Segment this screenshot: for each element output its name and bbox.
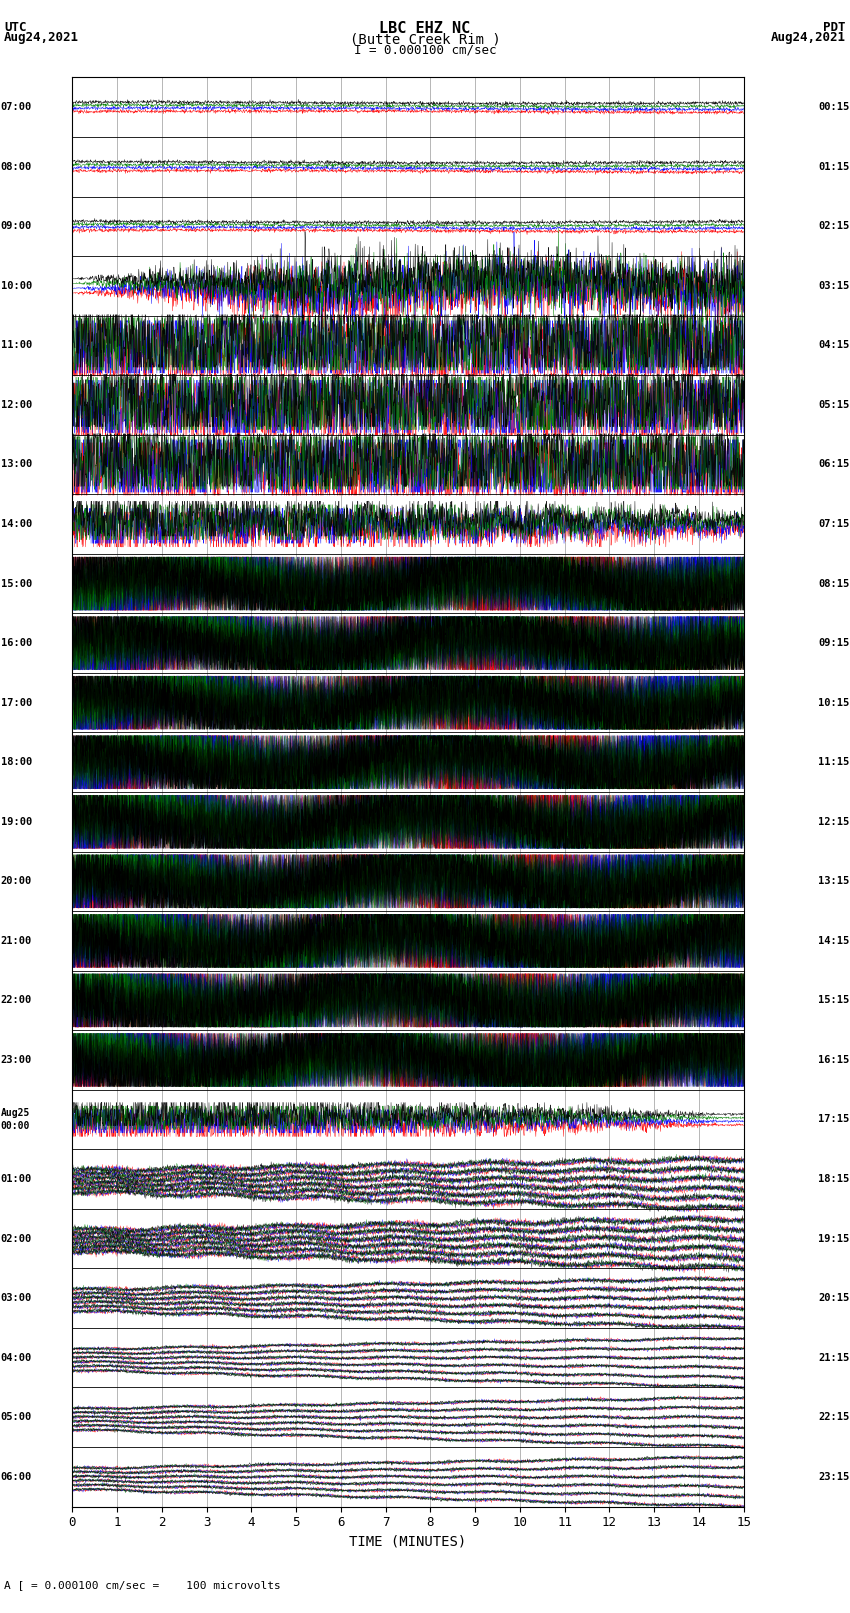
Text: 08:15: 08:15	[818, 579, 849, 589]
Text: 19:15: 19:15	[818, 1234, 849, 1244]
Text: (Butte Creek Rim ): (Butte Creek Rim )	[349, 32, 501, 47]
Text: 08:00: 08:00	[1, 161, 32, 171]
Text: 21:15: 21:15	[818, 1353, 849, 1363]
Text: 07:00: 07:00	[1, 102, 32, 113]
Text: 13:00: 13:00	[1, 460, 32, 469]
Text: 04:15: 04:15	[818, 340, 849, 350]
Text: A [ = 0.000100 cm/sec =    100 microvolts: A [ = 0.000100 cm/sec = 100 microvolts	[4, 1581, 281, 1590]
Text: 00:15: 00:15	[818, 102, 849, 113]
Text: 20:15: 20:15	[818, 1294, 849, 1303]
Text: 18:15: 18:15	[818, 1174, 849, 1184]
Text: 01:00: 01:00	[1, 1174, 32, 1184]
Text: 23:00: 23:00	[1, 1055, 32, 1065]
Text: 06:15: 06:15	[818, 460, 849, 469]
Text: 14:00: 14:00	[1, 519, 32, 529]
Text: 04:00: 04:00	[1, 1353, 32, 1363]
Text: 00:00: 00:00	[1, 1121, 31, 1131]
Text: 11:15: 11:15	[818, 756, 849, 768]
X-axis label: TIME (MINUTES): TIME (MINUTES)	[349, 1536, 467, 1548]
Text: 19:00: 19:00	[1, 816, 32, 827]
Text: 13:15: 13:15	[818, 876, 849, 886]
Text: 22:15: 22:15	[818, 1413, 849, 1423]
Text: UTC: UTC	[4, 21, 26, 34]
Text: 12:15: 12:15	[818, 816, 849, 827]
Text: 23:15: 23:15	[818, 1471, 849, 1482]
Text: Aug24,2021: Aug24,2021	[771, 31, 846, 44]
Text: 10:00: 10:00	[1, 281, 32, 290]
Text: 10:15: 10:15	[818, 698, 849, 708]
Text: Aug24,2021: Aug24,2021	[4, 31, 79, 44]
Text: 03:00: 03:00	[1, 1294, 32, 1303]
Text: 09:15: 09:15	[818, 639, 849, 648]
Text: 15:15: 15:15	[818, 995, 849, 1005]
Text: 03:15: 03:15	[818, 281, 849, 290]
Text: 06:00: 06:00	[1, 1471, 32, 1482]
Text: 20:00: 20:00	[1, 876, 32, 886]
Text: 12:00: 12:00	[1, 400, 32, 410]
Text: Aug25: Aug25	[1, 1108, 31, 1118]
Text: 09:00: 09:00	[1, 221, 32, 231]
Text: 05:00: 05:00	[1, 1413, 32, 1423]
Text: 21:00: 21:00	[1, 936, 32, 945]
Text: 22:00: 22:00	[1, 995, 32, 1005]
Text: 01:15: 01:15	[818, 161, 849, 171]
Text: PDT: PDT	[824, 21, 846, 34]
Text: LBC EHZ NC: LBC EHZ NC	[379, 21, 471, 35]
Text: 07:15: 07:15	[818, 519, 849, 529]
Text: 17:15: 17:15	[818, 1115, 849, 1124]
Text: 02:15: 02:15	[818, 221, 849, 231]
Text: 02:00: 02:00	[1, 1234, 32, 1244]
Text: 11:00: 11:00	[1, 340, 32, 350]
Text: 14:15: 14:15	[818, 936, 849, 945]
Text: 05:15: 05:15	[818, 400, 849, 410]
Text: I = 0.000100 cm/sec: I = 0.000100 cm/sec	[354, 44, 496, 56]
Text: 16:00: 16:00	[1, 639, 32, 648]
Text: 15:00: 15:00	[1, 579, 32, 589]
Text: 16:15: 16:15	[818, 1055, 849, 1065]
Text: 18:00: 18:00	[1, 756, 32, 768]
Text: 17:00: 17:00	[1, 698, 32, 708]
